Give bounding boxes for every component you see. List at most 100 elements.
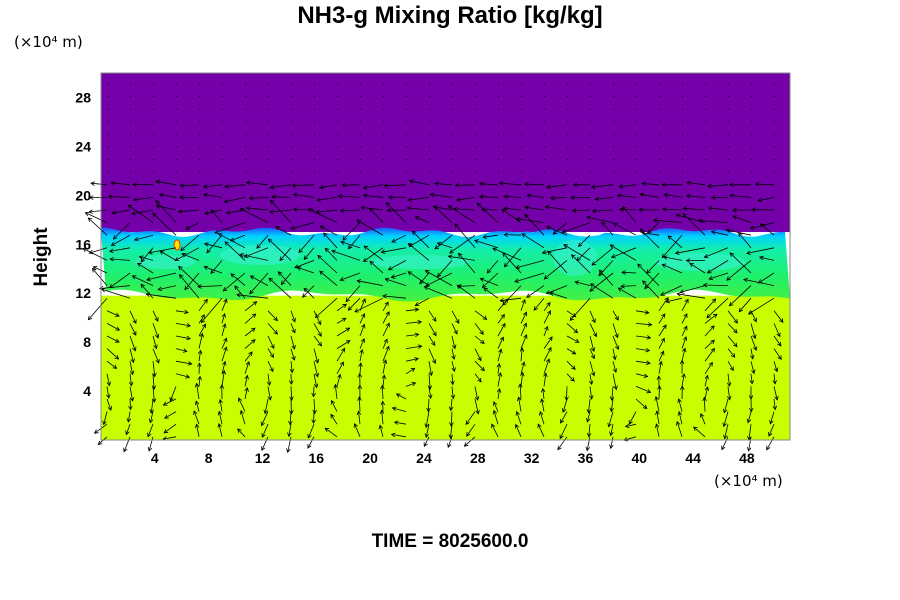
wind-vector [315, 297, 338, 318]
wind-vector [514, 272, 545, 283]
wind-vector [204, 243, 223, 249]
wind-vector-head [342, 235, 347, 241]
wind-vector-head [423, 442, 428, 448]
wind-vector-head [133, 236, 139, 242]
wind-vector-head [239, 409, 245, 415]
wind-vector-head [411, 381, 417, 387]
wind-vector [394, 421, 407, 425]
wind-vector [450, 411, 453, 426]
wind-vector [164, 411, 177, 419]
wind-vector-head [123, 447, 128, 453]
wind-vector [733, 215, 752, 223]
wind-vector-head [313, 383, 319, 389]
wind-vector-head [779, 318, 784, 323]
wind-vector [729, 195, 752, 198]
wind-vector [770, 411, 775, 424]
wind-vector [451, 335, 456, 349]
wind-vector [706, 297, 729, 318]
wind-vector [464, 436, 476, 447]
wind-vector [500, 297, 522, 302]
wind-vector [759, 256, 775, 261]
cloud-patch [370, 255, 470, 269]
wind-vector-head [90, 181, 95, 186]
wind-vector-head [526, 193, 532, 199]
wind-vector-head [662, 255, 668, 260]
wind-vector [106, 335, 120, 343]
wind-vector [268, 238, 292, 261]
y-tick-label: 24 [75, 138, 91, 154]
wind-vector [493, 401, 499, 412]
wind-vector [139, 256, 154, 261]
wind-vector-head [273, 330, 278, 335]
wind-vector-head [722, 422, 727, 428]
wind-vector [246, 207, 269, 211]
wind-vector-head [152, 212, 157, 218]
wind-vector-head [427, 385, 433, 390]
wind-vector-head [679, 359, 685, 365]
wind-vector-head [704, 374, 709, 380]
wind-vector [642, 183, 660, 186]
wind-vector-head [559, 434, 564, 440]
x-tick-label: 20 [362, 450, 378, 466]
wind-vector [415, 297, 430, 306]
wind-vector-head [339, 208, 345, 214]
wind-vector-head [279, 256, 284, 262]
wind-vector-head [676, 420, 681, 426]
wind-vector-head [268, 277, 274, 283]
wind-vector [480, 278, 499, 286]
wind-vector-head [751, 207, 756, 212]
wind-vector-head [185, 374, 191, 379]
wind-vector-head [110, 180, 115, 186]
wind-vector-head [500, 313, 505, 319]
wind-vector-head [590, 354, 596, 360]
wind-vector [635, 335, 651, 339]
wind-vector-head [250, 327, 256, 333]
wind-vector [334, 384, 338, 400]
wind-vector [405, 358, 419, 362]
wind-vector-head [154, 317, 159, 322]
wind-vector-head [684, 298, 689, 304]
wind-vector [455, 184, 476, 186]
wind-vector-head [187, 361, 193, 366]
wind-vector-head [385, 322, 390, 328]
wind-vector [635, 348, 650, 351]
wind-vector-head [571, 254, 576, 259]
wind-vector [658, 324, 667, 337]
wind-vector-head [406, 205, 412, 211]
wind-vector-head [591, 371, 596, 377]
wind-vector [704, 325, 715, 337]
x-tick-label: 40 [631, 450, 647, 466]
wind-vector-head [112, 364, 118, 369]
wind-vector [408, 243, 430, 261]
wind-vector [354, 297, 384, 313]
wind-vector [746, 247, 775, 254]
wind-vector [457, 285, 476, 287]
wind-vector-head [677, 410, 683, 416]
x-tick-label: 4 [151, 450, 159, 466]
wind-vector [197, 285, 223, 288]
wind-vector-head [710, 347, 715, 353]
wind-vector [662, 264, 683, 274]
wind-vector-head [434, 181, 439, 187]
wind-vector-head [707, 183, 712, 189]
wind-vector [589, 323, 597, 337]
wind-vector-head [251, 313, 257, 318]
wind-vector [639, 228, 660, 249]
wind-vector-head [199, 332, 204, 338]
wind-vector [773, 361, 778, 372]
wind-vector [175, 310, 189, 313]
wind-vector [358, 411, 361, 425]
wind-vector [203, 194, 223, 198]
wind-vector-head [229, 237, 235, 242]
wind-vector-head [702, 282, 708, 288]
wind-vector-head [414, 307, 420, 312]
wind-vector [230, 273, 246, 286]
wind-vector [307, 424, 315, 439]
wind-vector-head [291, 183, 296, 188]
wind-vector-head [557, 445, 562, 451]
wind-vector-head [162, 401, 168, 406]
wind-vector-head [453, 329, 458, 335]
wind-vector [234, 285, 246, 299]
wind-vector [225, 184, 246, 187]
wind-vector [613, 222, 637, 236]
